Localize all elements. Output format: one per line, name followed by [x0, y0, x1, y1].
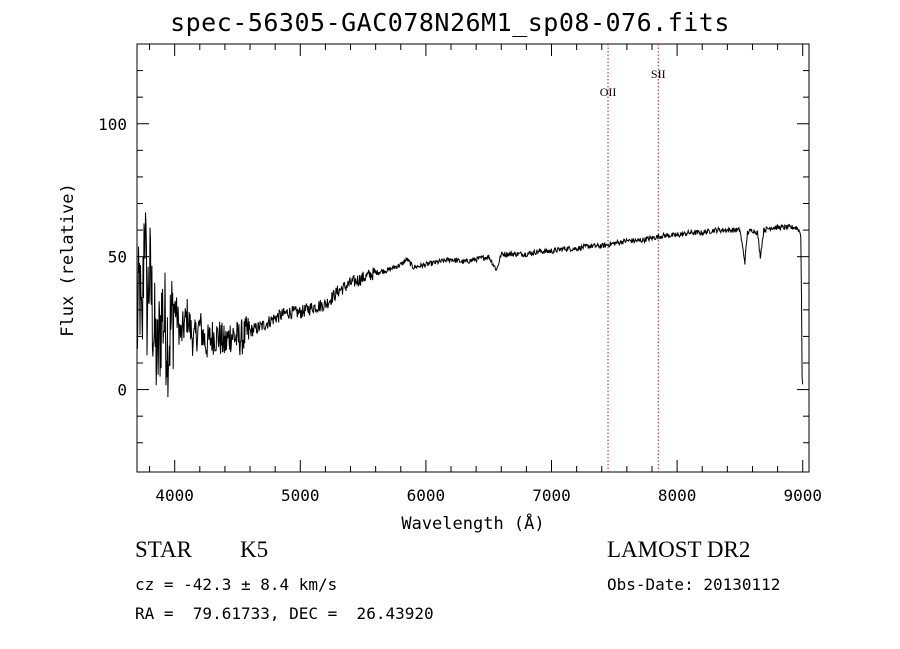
x-tick-label: 7000 — [532, 486, 571, 505]
object-subclass: K5 — [240, 537, 269, 562]
axis-labels: Wavelength (Å) Flux (relative) — [58, 183, 545, 534]
axis-ticks: 4000 5000 6000 7000 8000 9000 0 50 100 — [98, 44, 822, 505]
x-tick-label: 4000 — [155, 486, 194, 505]
series-0-line — [136, 212, 804, 398]
y-tick-label: 0 — [117, 381, 127, 400]
x-tick-label: 6000 — [407, 486, 446, 505]
x-tick-label: 8000 — [658, 486, 697, 505]
flux-series — [136, 212, 804, 398]
chart-title: spec-56305-GAC078N26M1_sp08-076.fits — [170, 8, 730, 37]
emission-line-markers: OII SII — [600, 44, 666, 472]
x-tick-label: 5000 — [281, 486, 320, 505]
x-axis-label: Wavelength (Å) — [401, 512, 544, 534]
y-tick-label: 50 — [108, 248, 127, 267]
plot-border — [136, 43, 810, 473]
y-axis-label: Flux (relative) — [58, 183, 78, 337]
redshift-velocity: cz = -42.3 ± 8.4 km/s — [135, 575, 338, 594]
x-tick-label: 9000 — [783, 486, 822, 505]
line-label-sii: SII — [651, 67, 666, 81]
line-label-oii: OII — [600, 85, 617, 99]
observation-date: Obs-Date: 20130112 — [607, 575, 781, 594]
object-class: STAR — [135, 537, 192, 562]
y-tick-label: 100 — [98, 115, 127, 134]
survey-release: LAMOST DR2 — [607, 537, 751, 562]
coordinates: RA = 79.61733, DEC = 26.43920 — [135, 604, 434, 623]
plot-frame — [136, 43, 810, 473]
